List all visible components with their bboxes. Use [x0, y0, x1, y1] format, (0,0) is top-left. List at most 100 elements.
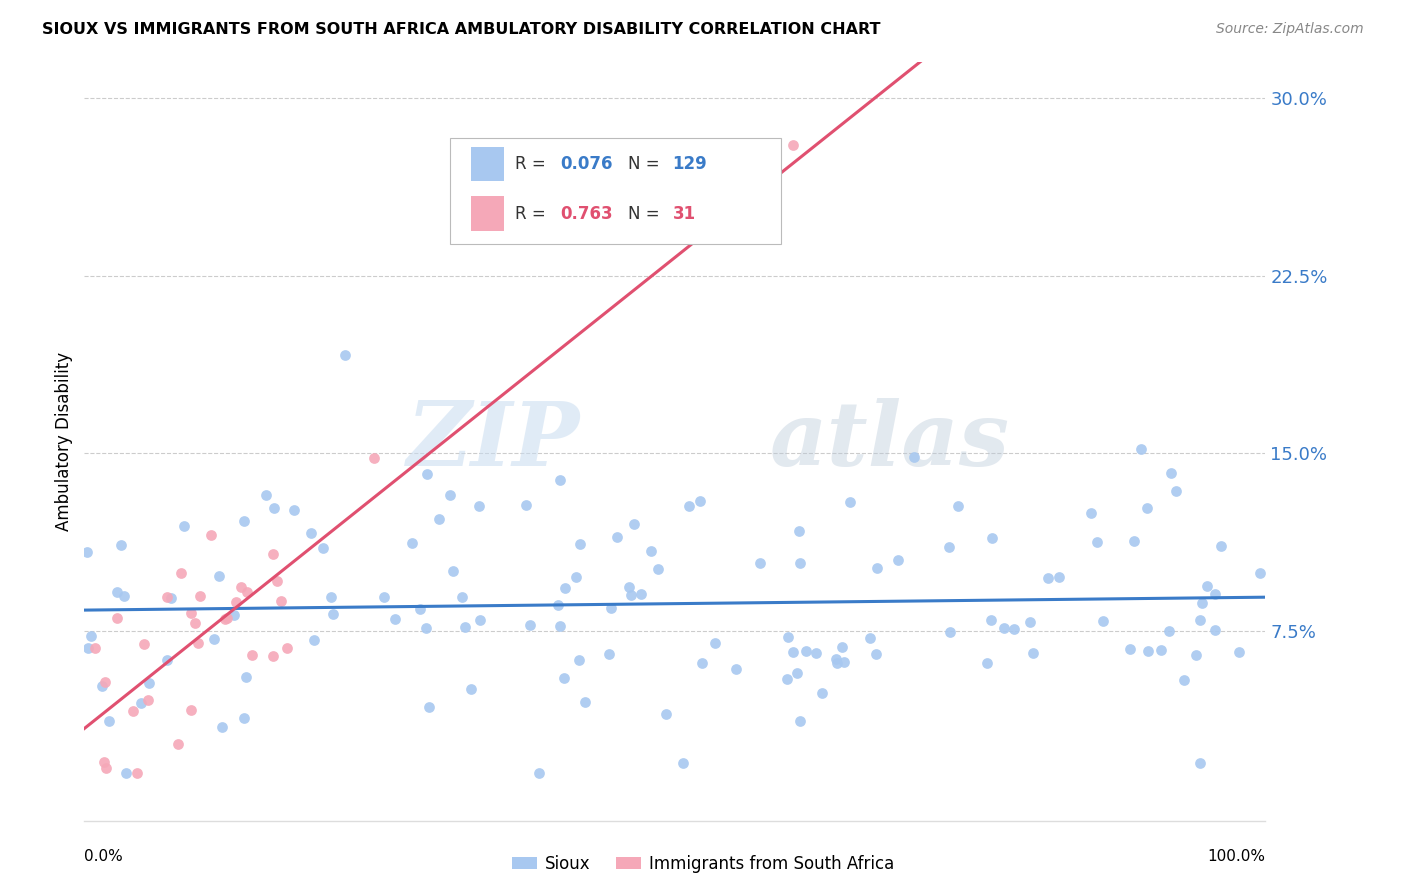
- Point: [134, 637, 156, 651]
- Point: [749, 556, 772, 570]
- Text: atlas: atlas: [769, 399, 1010, 484]
- Text: SIOUX VS IMMIGRANTS FROM SOUTH AFRICA AMBULATORY DISABILITY CORRELATION CHART: SIOUX VS IMMIGRANTS FROM SOUTH AFRICA AM…: [42, 22, 880, 37]
- Point: [553, 671, 575, 685]
- Point: [789, 714, 811, 728]
- Point: [207, 568, 229, 582]
- Y-axis label: Ambulatory Disability: Ambulatory Disability: [55, 352, 73, 531]
- Point: [94, 762, 117, 776]
- Point: [1229, 645, 1251, 659]
- Point: [598, 647, 620, 661]
- Point: [97, 714, 120, 728]
- Point: [1185, 648, 1208, 663]
- Point: [776, 672, 799, 686]
- Point: [794, 644, 817, 658]
- Point: [606, 530, 628, 544]
- Point: [725, 663, 748, 677]
- Point: [1249, 566, 1271, 580]
- Point: [623, 516, 645, 531]
- Point: [187, 636, 209, 650]
- Point: [180, 703, 202, 717]
- Point: [180, 606, 202, 620]
- Point: [335, 348, 357, 362]
- Point: [515, 498, 537, 512]
- Point: [467, 499, 489, 513]
- Point: [782, 138, 804, 153]
- Point: [825, 656, 848, 670]
- Point: [1038, 571, 1060, 585]
- Point: [200, 527, 222, 541]
- Point: [1080, 507, 1102, 521]
- Point: [824, 652, 846, 666]
- Point: [866, 560, 889, 574]
- Point: [980, 532, 1002, 546]
- Point: [787, 524, 810, 539]
- Point: [1195, 579, 1218, 593]
- Point: [804, 646, 827, 660]
- Point: [138, 676, 160, 690]
- FancyBboxPatch shape: [471, 196, 503, 230]
- Point: [647, 561, 669, 575]
- Point: [678, 499, 700, 513]
- Point: [1173, 673, 1195, 688]
- Point: [548, 473, 571, 487]
- Point: [786, 665, 808, 680]
- Point: [620, 588, 643, 602]
- Point: [125, 766, 148, 780]
- Point: [789, 556, 811, 570]
- Point: [225, 595, 247, 609]
- Point: [401, 535, 423, 549]
- Point: [105, 584, 128, 599]
- Point: [184, 615, 207, 630]
- Point: [156, 590, 179, 604]
- Point: [262, 547, 284, 561]
- Point: [93, 756, 115, 770]
- Point: [1160, 466, 1182, 480]
- Point: [254, 488, 277, 502]
- Point: [170, 566, 193, 580]
- Point: [859, 632, 882, 646]
- Point: [202, 632, 225, 646]
- Point: [548, 619, 571, 633]
- Point: [454, 620, 477, 634]
- Point: [229, 580, 252, 594]
- Point: [976, 657, 998, 671]
- Point: [1188, 756, 1211, 771]
- Point: [689, 494, 711, 508]
- Point: [630, 587, 652, 601]
- Text: 0.0%: 0.0%: [84, 849, 124, 864]
- Point: [655, 706, 678, 721]
- Point: [1211, 539, 1233, 553]
- Point: [1204, 623, 1226, 637]
- Text: 0.076: 0.076: [561, 155, 613, 173]
- Point: [1022, 646, 1045, 660]
- Point: [299, 526, 322, 541]
- Point: [270, 593, 292, 607]
- Point: [235, 670, 257, 684]
- Point: [565, 570, 588, 584]
- Point: [980, 613, 1002, 627]
- Point: [122, 704, 145, 718]
- Point: [993, 621, 1015, 635]
- Point: [105, 611, 128, 625]
- Point: [80, 628, 103, 642]
- Point: [1130, 442, 1153, 456]
- Point: [692, 656, 714, 670]
- Point: [84, 641, 107, 656]
- Point: [1159, 624, 1181, 639]
- Point: [1091, 614, 1114, 628]
- Point: [865, 648, 887, 662]
- Point: [262, 649, 284, 664]
- Point: [110, 538, 132, 552]
- Point: [439, 488, 461, 502]
- Point: [112, 589, 135, 603]
- Point: [948, 500, 970, 514]
- Point: [236, 585, 259, 599]
- Point: [90, 679, 112, 693]
- Text: 31: 31: [672, 204, 696, 222]
- Point: [156, 653, 179, 667]
- Point: [77, 641, 100, 656]
- Text: 129: 129: [672, 155, 707, 173]
- Point: [1204, 587, 1226, 601]
- Point: [468, 613, 491, 627]
- Text: 100.0%: 100.0%: [1208, 849, 1265, 864]
